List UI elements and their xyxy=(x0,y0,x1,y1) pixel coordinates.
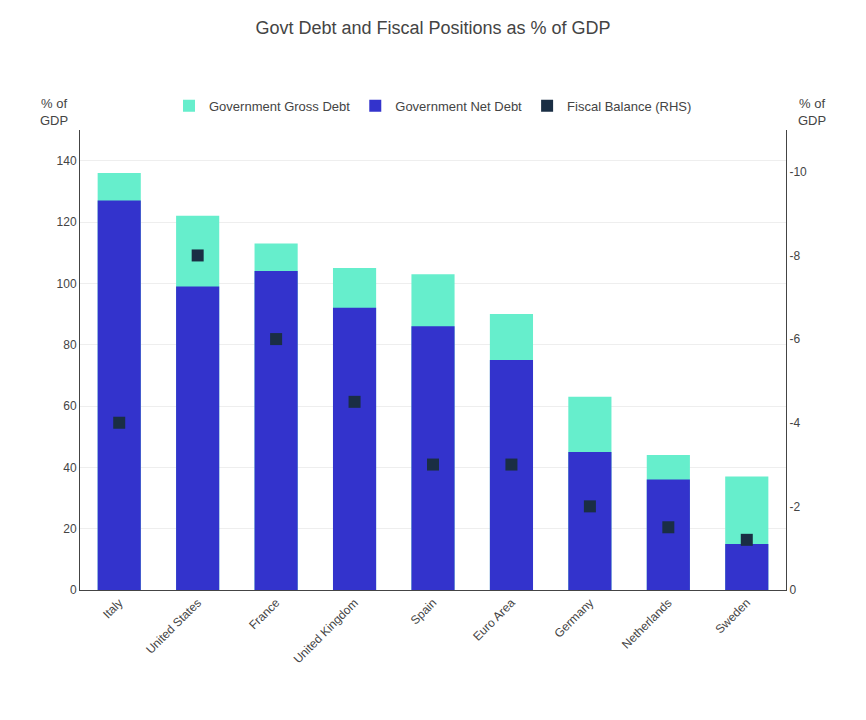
svg-text:United Kingdom: United Kingdom xyxy=(291,596,361,666)
svg-text:France: France xyxy=(246,596,283,633)
svg-text:Govt Debt and Fiscal Positions: Govt Debt and Fiscal Positions as % of G… xyxy=(255,18,610,38)
svg-text:40: 40 xyxy=(63,461,77,475)
svg-text:0: 0 xyxy=(70,583,77,597)
svg-text:Government Gross Debt: Government Gross Debt xyxy=(209,99,350,114)
svg-text:Spain: Spain xyxy=(408,596,440,628)
svg-text:% ofGDP: % ofGDP xyxy=(798,96,826,128)
svg-text:-2: -2 xyxy=(789,500,800,514)
svg-text:0: 0 xyxy=(789,583,796,597)
svg-text:Netherlands: Netherlands xyxy=(619,596,675,652)
svg-text:Fiscal Balance (RHS): Fiscal Balance (RHS) xyxy=(567,99,691,114)
svg-text:United States: United States xyxy=(143,596,204,657)
svg-text:Germany: Germany xyxy=(551,596,596,641)
svg-text:-10: -10 xyxy=(789,165,807,179)
svg-text:Euro Area: Euro Area xyxy=(470,596,518,644)
svg-text:120: 120 xyxy=(57,215,77,229)
svg-text:-6: -6 xyxy=(789,332,800,346)
svg-text:-4: -4 xyxy=(789,416,800,430)
svg-text:20: 20 xyxy=(63,522,77,536)
svg-text:140: 140 xyxy=(57,154,77,168)
svg-text:Sweden: Sweden xyxy=(713,596,754,637)
svg-text:Italy: Italy xyxy=(100,596,125,621)
svg-text:80: 80 xyxy=(63,338,77,352)
svg-text:% ofGDP: % ofGDP xyxy=(40,96,68,128)
svg-text:-8: -8 xyxy=(789,249,800,263)
svg-text:100: 100 xyxy=(57,277,77,291)
svg-text:60: 60 xyxy=(63,399,77,413)
svg-text:Government Net Debt: Government Net Debt xyxy=(395,99,522,114)
